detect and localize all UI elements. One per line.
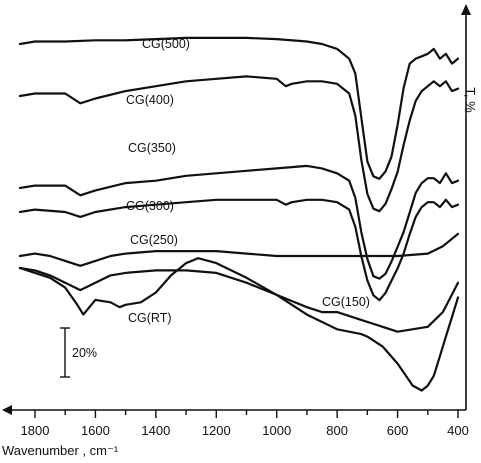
y-axis-arrow-icon xyxy=(461,4,471,15)
x-tick-label: 600 xyxy=(387,423,409,438)
y-axis: T, % xyxy=(461,4,478,410)
series-label: CG(250) xyxy=(130,233,178,247)
spectrum-cg350 xyxy=(18,164,460,280)
spectrum-cg500 xyxy=(18,36,460,180)
x-tick-label: 800 xyxy=(326,423,348,438)
x-axis xyxy=(2,405,466,415)
x-tick-label: 1800 xyxy=(21,423,50,438)
spectrum-cgrt xyxy=(18,257,460,392)
x-axis-ticks: 1800 1600 1400 1200 1000 800 600 400 xyxy=(21,410,469,438)
x-axis-arrow-icon xyxy=(2,405,12,415)
x-axis-label: Wavenumber , cm⁻¹ xyxy=(2,443,119,458)
x-tick-label: 1400 xyxy=(141,423,170,438)
x-tick-label: 1000 xyxy=(262,423,291,438)
curve-labels: CG(500) CG(400) CG(350) CG(300) CG(250) CG(15… xyxy=(126,37,370,325)
x-tick-label: 400 xyxy=(447,423,469,438)
spectrum-cg400 xyxy=(18,75,460,213)
spectrum-cg250 xyxy=(18,232,460,267)
series-label: CG(300) xyxy=(126,199,174,213)
transmittance-scale-bar: 20% xyxy=(60,327,97,378)
x-tick-label: 1200 xyxy=(202,423,231,438)
y-axis-label: T, % xyxy=(463,87,478,113)
spectrum-cg300 xyxy=(18,198,460,302)
series-label: CG(350) xyxy=(128,141,176,155)
series-label: CG(500) xyxy=(142,37,190,51)
series-label: CG(RT) xyxy=(128,311,172,325)
x-tick-label: 1600 xyxy=(81,423,110,438)
series-label: CG(150) xyxy=(322,295,370,309)
scale-bar-label: 20% xyxy=(72,346,97,360)
series-label: CG(400) xyxy=(126,93,174,107)
spectra-curves xyxy=(18,36,460,392)
spectrum-cg150 xyxy=(18,266,460,333)
